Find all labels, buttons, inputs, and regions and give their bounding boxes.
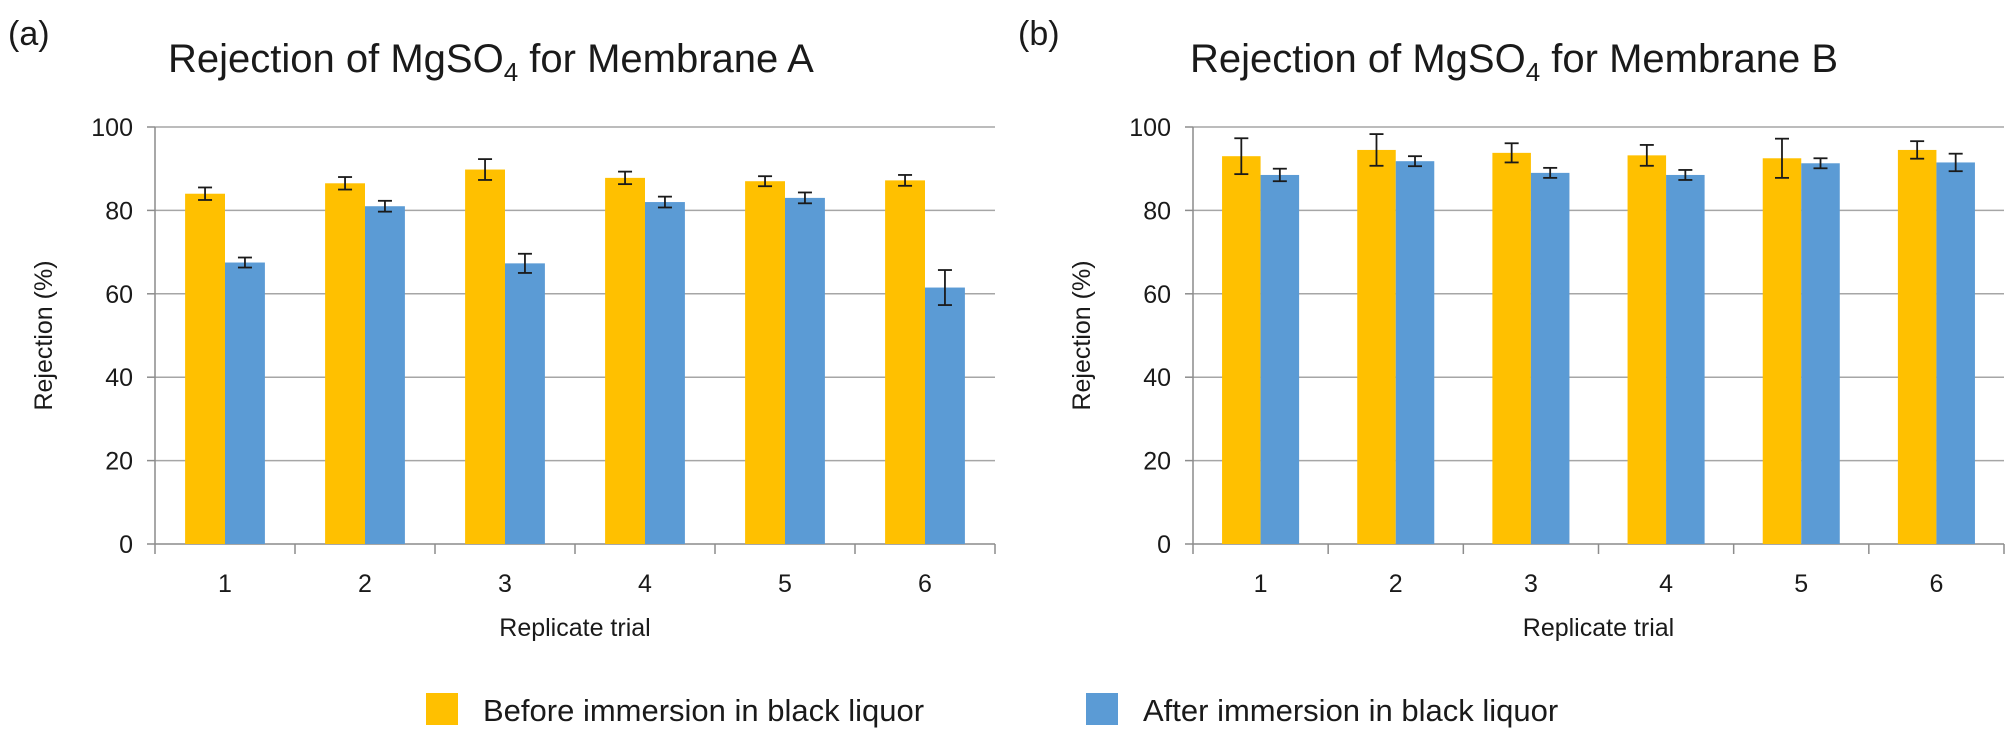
legend-swatch-after <box>1086 693 1118 725</box>
y-tick-label: 100 <box>91 114 133 142</box>
panel-label: (a) <box>8 15 50 53</box>
bar-before-immersion <box>1492 152 1531 544</box>
bar-after-immersion <box>1530 172 1570 544</box>
y-tick-label: 40 <box>105 364 133 392</box>
chart-title: Rejection of MgSO4 for Membrane A <box>168 37 814 87</box>
y-axis-title: Rejection (%) <box>1068 260 1096 410</box>
bar-after-immersion <box>785 197 825 544</box>
bar-after-immersion <box>225 262 265 544</box>
y-tick-label: 20 <box>1143 448 1171 476</box>
y-tick-label: 60 <box>1143 281 1171 309</box>
y-tick-label: 100 <box>1129 114 1171 142</box>
bar-after-immersion <box>1801 163 1840 545</box>
x-tick-label: 4 <box>638 570 652 598</box>
bar-before-immersion <box>745 181 785 544</box>
bar-before-immersion <box>325 183 365 545</box>
chart-title-main: Rejection of MgSO <box>1190 37 1526 81</box>
bar-after-immersion <box>365 206 405 545</box>
x-tick-label: 1 <box>218 570 232 598</box>
legend-label-before: Before immersion in black liquor <box>483 693 924 728</box>
chart-title-main: Rejection of MgSO <box>168 37 504 81</box>
y-axis-title: Rejection (%) <box>30 260 58 410</box>
x-tick-label: 6 <box>918 570 932 598</box>
panel-label: (b) <box>1018 15 1060 53</box>
x-tick-label: 3 <box>498 570 512 598</box>
legend-swatch-before <box>426 693 458 725</box>
chart-title-subscript: 4 <box>504 57 518 87</box>
x-tick-label: 5 <box>1794 570 1808 598</box>
bar-before-immersion <box>465 169 505 544</box>
x-tick-label: 4 <box>1659 570 1673 598</box>
x-axis-title: Replicate trial <box>499 614 650 642</box>
bar-before-immersion <box>1897 149 1937 544</box>
x-tick-label: 1 <box>1254 570 1268 598</box>
y-tick-label: 20 <box>105 448 133 476</box>
chart-title-subscript: 4 <box>1526 57 1540 87</box>
bar-before-immersion <box>605 177 645 544</box>
bar-after-immersion <box>925 287 965 544</box>
bar-before-immersion <box>1222 156 1261 544</box>
bar-before-immersion <box>885 180 925 544</box>
x-tick-label: 5 <box>778 570 792 598</box>
bar-after-immersion <box>1936 162 1975 544</box>
bar-after-immersion <box>1395 161 1435 544</box>
y-tick-label: 0 <box>1157 531 1171 559</box>
bar-before-immersion <box>185 193 225 544</box>
x-tick-label: 2 <box>358 570 372 598</box>
x-tick-label: 2 <box>1389 570 1403 598</box>
bar-before-immersion <box>1762 158 1802 544</box>
bar-before-immersion <box>1627 155 1667 544</box>
y-tick-label: 40 <box>1143 364 1171 392</box>
x-tick-label: 3 <box>1524 570 1538 598</box>
chart-panel-a: (a)Rejection of MgSO4 for Membrane A0204… <box>8 15 996 642</box>
bar-after-immersion <box>505 263 545 544</box>
x-tick-label: 6 <box>1929 570 1943 598</box>
legend: Before immersion in black liquor After im… <box>426 693 1558 728</box>
bar-after-immersion <box>1260 174 1300 544</box>
y-tick-label: 60 <box>105 281 133 309</box>
y-tick-label: 80 <box>105 197 133 225</box>
chart-title-tail: for Membrane A <box>518 37 814 81</box>
x-axis-title: Replicate trial <box>1523 614 1674 642</box>
legend-label-after: After immersion in black liquor <box>1143 693 1558 728</box>
bar-before-immersion <box>1357 149 1396 544</box>
chart-panel-b: (b)Rejection of MgSO4 for Membrane B0204… <box>1018 15 2005 642</box>
bar-after-immersion <box>645 202 685 544</box>
y-tick-label: 0 <box>119 531 133 559</box>
chart-title-tail: for Membrane B <box>1540 37 1838 81</box>
bar-after-immersion <box>1666 174 1705 544</box>
y-tick-label: 80 <box>1143 197 1171 225</box>
chart-title: Rejection of MgSO4 for Membrane B <box>1190 37 1838 87</box>
